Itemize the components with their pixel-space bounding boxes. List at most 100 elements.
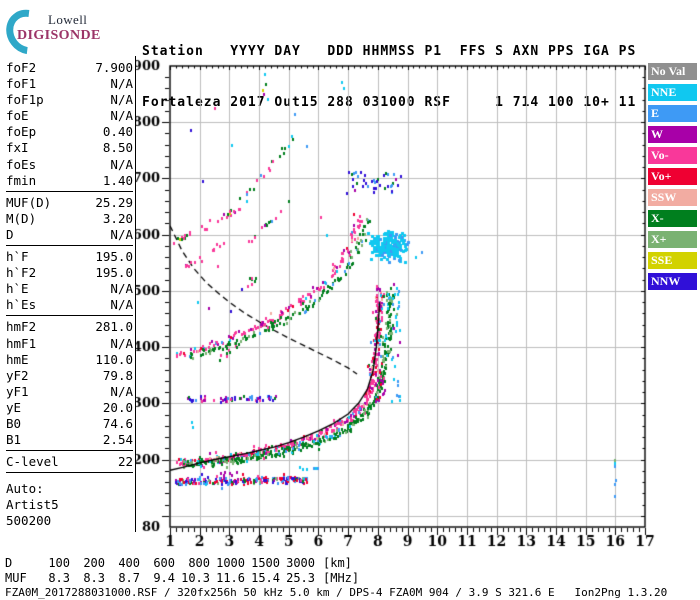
distance-label: D xyxy=(5,556,13,570)
legend-item-7-x: X- xyxy=(648,210,697,227)
parameter-row-ye: yE 20.0 xyxy=(6,400,133,416)
distance-value: 400 xyxy=(118,556,140,570)
parameter-label: foE xyxy=(6,108,29,124)
parameter-label: C-level xyxy=(6,454,59,470)
parameter-value: N/A xyxy=(110,76,133,92)
parameter-label: fmin xyxy=(6,172,37,188)
distance-unit: [km] xyxy=(323,556,352,570)
distance-value: 3000 xyxy=(286,556,315,570)
parameter-label: h`F2 xyxy=(6,265,37,281)
parameter-group: MUF(D) 25.29 M(D) 3.20 D N/A xyxy=(6,194,133,247)
distance-value: 100 xyxy=(48,556,70,570)
legend-item-2-e: E xyxy=(648,105,697,122)
doppler-direction-legend: No Val NNE E W Vo- Vo+ SSW X- X+ SSE NNW xyxy=(648,63,697,294)
parameter-label: Artist5 xyxy=(6,497,59,513)
muf-value: 11.6 xyxy=(216,571,245,585)
parameter-value: 22 xyxy=(117,454,133,470)
parameter-label: Auto: xyxy=(6,481,44,497)
parameter-label: D xyxy=(6,226,14,242)
parameter-value: 0.40 xyxy=(102,124,133,140)
legend-item-6-ssw: SSW xyxy=(648,189,697,206)
parameter-row-c-level: C-level 22 xyxy=(6,454,133,470)
parameter-label: B0 xyxy=(6,415,22,431)
parameter-label: h`Es xyxy=(6,297,37,313)
parameter-row-hmf2: hmF2 281.0 xyxy=(6,319,133,335)
ionogram-plot xyxy=(135,52,700,547)
muf-value: 25.3 xyxy=(286,571,315,585)
parameter-value: 1.40 xyxy=(102,172,133,188)
muf-value: 9.4 xyxy=(153,571,175,585)
muf-value: 8.7 xyxy=(118,571,140,585)
parameter-value: N/A xyxy=(110,281,133,297)
parameter-label: MUF(D) xyxy=(6,194,52,210)
parameter-label: foEp xyxy=(6,124,37,140)
parameter-row-foep: foEp 0.40 xyxy=(6,124,133,140)
logo-lowell-text: Lowell xyxy=(48,12,88,27)
parameter-row-fof1: foF1 N/A xyxy=(6,76,133,92)
parameter-label: h`F xyxy=(6,249,29,265)
distance-row: D 100 200 400 600 800 1000 1500 3000 [km] xyxy=(5,556,359,571)
parameter-row-h-f: h`F 195.0 xyxy=(6,249,133,265)
parameter-row-500200: 500200 xyxy=(6,513,133,529)
dmuf-table: D 100 200 400 600 800 1000 1500 3000 [km] MUF 8.3 8.… xyxy=(5,556,359,586)
distance-value: 800 xyxy=(188,556,210,570)
legend-item-0-no-val: No Val xyxy=(648,63,697,80)
legend-item-3-w: W xyxy=(648,126,697,143)
parameter-value: 195.0 xyxy=(95,265,133,281)
parameter-row-fxi: fxI 8.50 xyxy=(6,140,133,156)
parameter-label: B1 xyxy=(6,432,22,448)
muf-value: 15.4 xyxy=(251,571,280,585)
parameter-row-fof1p: foF1p N/A xyxy=(6,92,133,108)
parameter-row-h-e: h`E N/A xyxy=(6,281,133,297)
parameter-value: 195.0 xyxy=(95,249,133,265)
parameter-label: 500200 xyxy=(6,513,52,529)
parameter-row-artist5: Artist5 xyxy=(6,497,133,513)
parameter-group: Auto: Artist5 500200 xyxy=(6,481,133,531)
distance-value: 1500 xyxy=(251,556,280,570)
parameter-row-auto: Auto: xyxy=(6,481,133,497)
parameter-label: foF1p xyxy=(6,92,44,108)
legend-item-8-x: X+ xyxy=(648,231,697,248)
parameter-label: yF2 xyxy=(6,367,29,383)
parameter-row-yf1: yF1 N/A xyxy=(6,384,133,400)
muf-unit: [MHz] xyxy=(323,571,360,585)
parameter-value: 79.8 xyxy=(102,367,133,383)
muf-row: MUF 8.3 8.3 8.7 9.4 10.3 11.6 15.4 25.3 [MHz] xyxy=(5,571,359,586)
parameter-panel: foF2 7.900 foF1 N/A foF1p N/A foE N/A foEp 0.40 fx… xyxy=(6,60,133,535)
parameter-value: N/A xyxy=(110,226,133,242)
parameter-value: N/A xyxy=(110,108,133,124)
parameter-label: foF2 xyxy=(6,60,37,75)
parameter-label: foF1 xyxy=(6,76,37,92)
parameter-value: 7.900 xyxy=(95,60,133,75)
parameter-value: N/A xyxy=(110,92,133,108)
status-line: FZA0M_2017288031000.RSF / 320fx256h 50 k… xyxy=(5,586,668,599)
parameter-row-foe: foE N/A xyxy=(6,108,133,124)
legend-item-5-vo: Vo+ xyxy=(648,168,697,185)
logo-digisonde-text: DIGISONDE xyxy=(17,28,101,43)
legend-item-1-nne: NNE xyxy=(648,84,697,101)
parameter-group: foF2 7.900 foF1 N/A foF1p N/A foE N/A foEp 0.40 fx… xyxy=(6,60,133,192)
parameter-group: C-level 22 xyxy=(6,454,133,474)
distance-value: 1000 xyxy=(216,556,245,570)
legend-item-4-vo: Vo- xyxy=(648,147,697,164)
parameter-label: yF1 xyxy=(6,383,29,399)
parameter-value: 3.20 xyxy=(102,210,133,226)
parameter-value: 8.50 xyxy=(102,140,133,156)
legend-item-10-nnw: NNW xyxy=(648,273,697,290)
parameter-value: N/A xyxy=(110,383,133,399)
parameter-row-m-d: M(D) 3.20 xyxy=(6,211,133,227)
parameter-group: h`F 195.0 h`F2 195.0 h`E N/A h`Es N/A xyxy=(6,249,133,317)
parameter-label: hmF2 xyxy=(6,319,37,335)
lowell-digisonde-logo: Lowell DIGISONDE xyxy=(0,0,122,64)
parameter-row-b1: B1 2.54 xyxy=(6,432,133,448)
parameter-label: foEs xyxy=(6,156,37,172)
parameter-row-yf2: yF2 79.8 xyxy=(6,368,133,384)
parameter-row-fmin: fmin 1.40 xyxy=(6,173,133,189)
parameter-value: 25.29 xyxy=(95,194,133,210)
parameter-row-hmf1: hmF1 N/A xyxy=(6,336,133,352)
parameter-row-hme: hmE 110.0 xyxy=(6,352,133,368)
parameter-value: 110.0 xyxy=(95,351,133,367)
parameter-label: hmE xyxy=(6,351,29,367)
muf-value: 10.3 xyxy=(181,571,210,585)
parameter-value: 2.54 xyxy=(102,432,133,448)
